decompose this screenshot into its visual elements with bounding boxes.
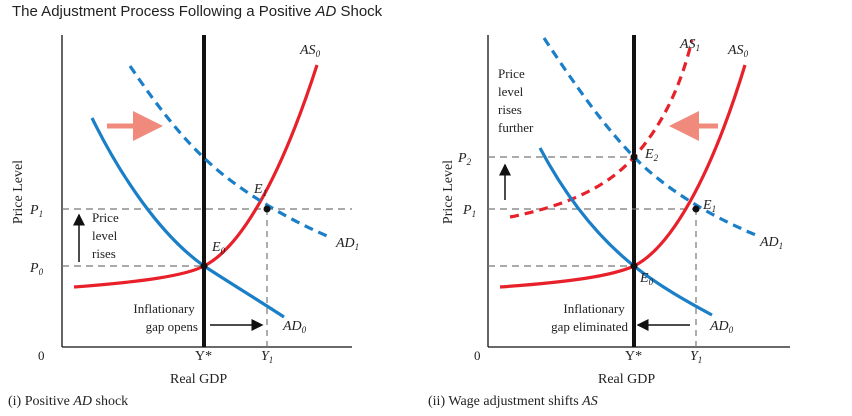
right-ad1-curve	[542, 37, 759, 238]
page-title: The Adjustment Process Following a Posit…	[12, 3, 383, 20]
right-as1-curve	[509, 39, 694, 219]
right-e0-point	[630, 262, 638, 270]
right-as0-curve	[499, 64, 747, 289]
right-ad1-label: AD1	[759, 235, 783, 251]
right-price-note: Price level rises further	[498, 66, 534, 135]
right-e0-label: E0	[639, 271, 654, 287]
left-e1-label: E1	[253, 182, 267, 198]
right-x-axis-label: Real GDP	[598, 372, 655, 387]
left-price-note: Price level rises	[92, 210, 122, 261]
left-ad1-label: AD1	[335, 236, 359, 252]
right-as0-label: AS0	[727, 43, 749, 59]
left-origin-label: 0	[38, 348, 45, 363]
right-caption: (ii) Wage adjustment shifts AS	[428, 394, 598, 409]
left-e1-point	[263, 205, 271, 213]
right-ad0-curve	[538, 147, 713, 317]
right-e2-point	[630, 153, 638, 161]
left-panel: Price Level 0 P1 P0 Y* Y1 Real GDP AS0 A…	[8, 35, 359, 409]
right-e1-point	[692, 205, 700, 213]
left-p1-label: P1	[29, 203, 43, 219]
left-e0-label: E0	[211, 240, 226, 256]
right-p1-label: P1	[462, 203, 476, 219]
right-y-axis-label: Price Level	[441, 160, 456, 224]
left-y1-label: Y1	[261, 349, 273, 365]
left-p0-label: P0	[29, 261, 44, 277]
left-ad1-curve	[128, 65, 333, 240]
right-e1-label: E1	[702, 198, 716, 214]
left-as0-label: AS0	[299, 43, 321, 59]
left-y-axis-label: Price Level	[11, 160, 26, 224]
right-e2-label: E2	[644, 147, 659, 163]
left-x-axis-label: Real GDP	[170, 372, 227, 387]
left-e0-point	[200, 262, 208, 270]
left-gap-note: Inflationary gap opens	[133, 301, 198, 334]
left-ystar-label: Y*	[195, 349, 212, 364]
right-ystar-label: Y*	[625, 349, 642, 364]
left-ad0-curve	[90, 117, 285, 319]
right-gap-note: Inflationary gap eliminated	[551, 301, 628, 334]
left-caption: (i) Positive AD shock	[8, 394, 128, 409]
right-p2-label: P2	[457, 151, 472, 167]
right-panel: Price Level 0 P2 P1 Y* Y1 Real GDP AS1 A…	[428, 35, 790, 409]
right-ad0-label: AD0	[709, 319, 734, 335]
right-as1-label: AS1	[679, 37, 700, 53]
right-origin-label: 0	[474, 348, 481, 363]
left-as0-curve	[73, 64, 319, 289]
left-ad0-label: AD0	[282, 319, 307, 335]
right-y1-label: Y1	[690, 349, 702, 365]
